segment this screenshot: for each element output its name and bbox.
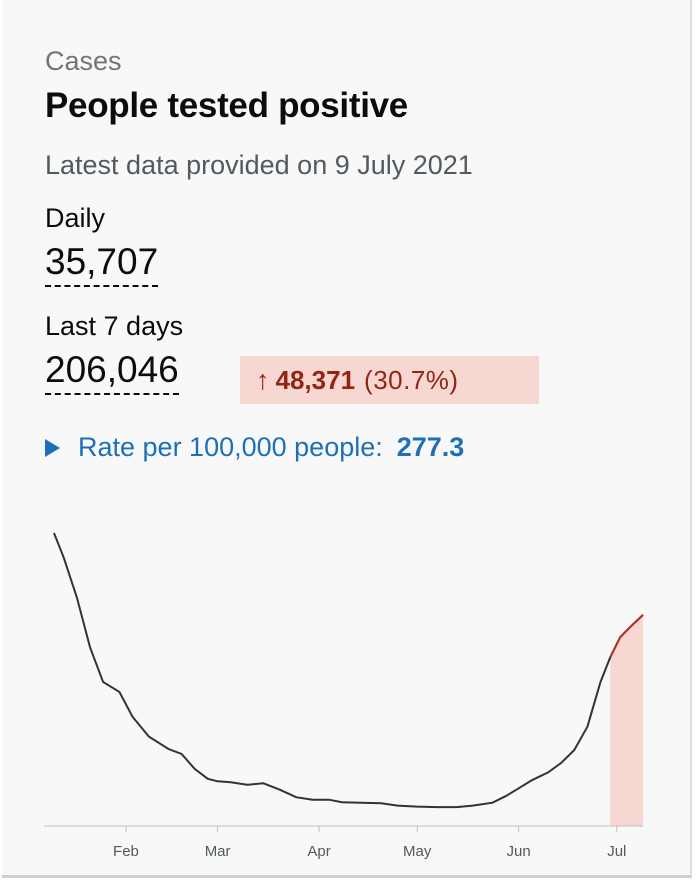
card-caption: Cases	[45, 46, 122, 76]
triangle-right-icon	[45, 438, 60, 457]
change-badge: ↑ 48,371 (30.7%)	[240, 356, 539, 404]
last-7-days-highlight	[610, 614, 643, 826]
card-title: People tested positive	[45, 86, 408, 125]
cases-series-line	[53, 532, 644, 809]
recent-series-line	[609, 614, 644, 658]
x-tick-label: Feb	[113, 843, 139, 860]
x-tick-label: Jun	[507, 843, 531, 860]
last-7-days-label: Last 7 days	[45, 311, 184, 341]
x-tick-label: Apr	[307, 843, 330, 860]
x-tick-label: May	[403, 843, 432, 860]
latest-data-date: Latest data provided on 9 July 2021	[45, 150, 473, 180]
arrow-up-icon: ↑	[256, 364, 270, 395]
rate-toggle[interactable]: Rate per 100,000 people: 277.3	[45, 432, 464, 463]
x-tick-label: Jul	[607, 843, 626, 860]
rate-label: Rate per 100,000 people:	[78, 432, 383, 462]
x-tick-label: Mar	[205, 843, 231, 860]
daily-label: Daily	[45, 203, 106, 233]
cases-card: Cases People tested positive Latest data…	[2, 0, 692, 878]
change-absolute: 48,371	[275, 364, 356, 395]
rate-value: 277.3	[396, 432, 465, 462]
daily-value[interactable]: 35,707	[45, 242, 159, 287]
change-percent: (30.7%)	[364, 364, 459, 395]
last-7-days-value[interactable]: 206,046	[45, 350, 179, 395]
